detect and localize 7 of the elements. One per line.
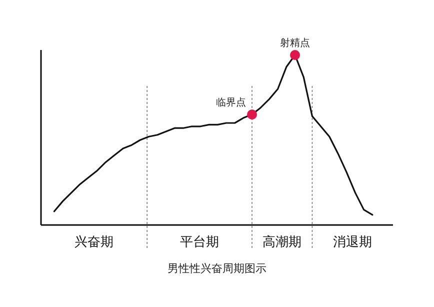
text: 消退期 <box>333 235 372 250</box>
text: 兴奋期 <box>74 235 114 250</box>
text: 射精点 <box>280 37 310 49</box>
annotation: 临界点 <box>216 96 246 108</box>
text: 高潮期 <box>262 234 302 250</box>
text: 平台期 <box>180 235 220 250</box>
text: 男性性兴奋周期图示 <box>168 262 266 275</box>
